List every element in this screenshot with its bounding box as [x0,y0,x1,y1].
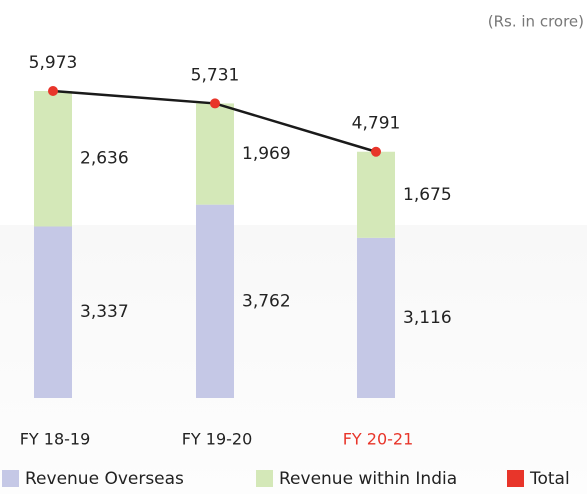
legend-swatch [256,470,273,487]
total-marker [210,98,220,109]
x-tick-label: FY 19-20 [182,430,253,449]
background [0,225,587,494]
legend-swatch [507,470,524,487]
bar-segment [34,226,72,398]
legend-label: Revenue within India [279,469,457,489]
subtitle: (Rs. in crore) [488,13,584,31]
total-label: 5,973 [29,53,78,73]
value-label: 3,337 [80,302,129,322]
legend-swatch [2,470,19,487]
legend-label: Total [529,469,570,489]
bar-segment [357,151,395,238]
bar-segment [196,103,234,205]
total-marker [371,146,381,157]
bar-segment [196,204,234,398]
value-label: 3,762 [242,291,291,311]
value-label: 3,116 [403,308,452,328]
bar-segment [34,90,72,227]
legend-label: Revenue Overseas [25,469,184,489]
value-label: 1,969 [242,144,291,164]
total-label: 5,731 [191,65,240,85]
value-label: 1,675 [403,185,452,205]
x-tick-label: FY 20-21 [343,430,414,449]
value-label: 2,636 [80,149,129,169]
total-marker [48,85,58,96]
total-label: 4,791 [352,114,401,134]
bar-segment [357,237,395,398]
x-tick-label: FY 18-19 [20,430,91,449]
